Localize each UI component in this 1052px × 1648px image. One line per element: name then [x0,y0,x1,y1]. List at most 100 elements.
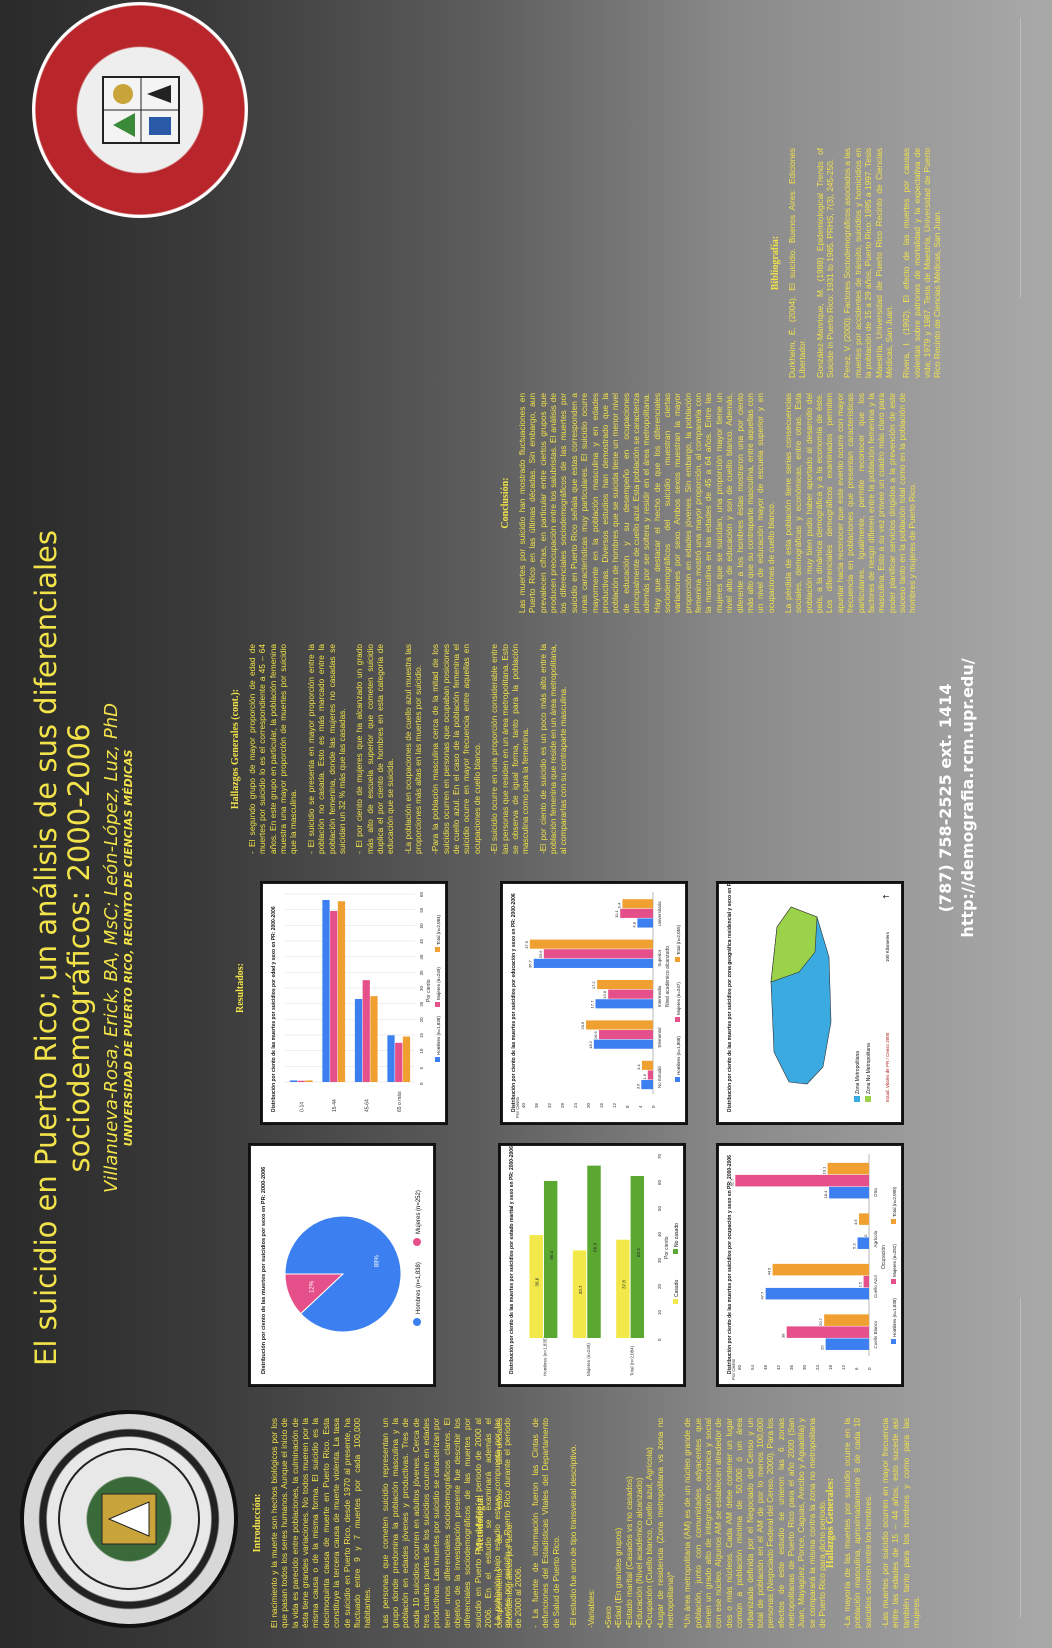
legend-swatch [865,1096,871,1102]
data-label: 38 [781,1333,786,1338]
title-block: El suicidio en Puerto Rico; un análisis … [29,348,135,1548]
tick-label: 30 [657,1257,662,1263]
data-label: 2.5 [858,1281,863,1287]
category-label: 15-44 [332,1099,338,1112]
axis-label: Por ciento [664,1236,670,1259]
chart-title: Distribución por ciento de las muertes p… [271,906,277,1112]
legend-label: Casado [674,1280,680,1297]
poster-title-line1: El suicidio en Puerto Rico; un análisis … [29,530,63,1366]
finding-item: -El suicidio ocurre en una proporción co… [489,644,531,854]
data-label: 36.7 [528,959,533,968]
category-label: Superior [657,949,662,967]
biblio-ref: González-Manrique, M. (1988) Epidemiolog… [814,148,836,378]
var-item: •Estado marital (Casados vs no casados) [623,1476,634,1628]
tick-label: 40 [419,954,424,960]
bar [289,1080,298,1082]
data-label: 16.6 [593,1031,598,1040]
finding-item: - El suicidio se presenta en mayor propo… [305,644,347,854]
bar [786,1326,869,1338]
bar [395,1042,403,1082]
category-label: Cuello Azul [873,1275,878,1298]
method-vars: •Sexo •Edad (En grandes grupos) •Estado … [603,1418,676,1628]
chart-marital-card: Distribución por ciento de las muertes p… [500,1145,684,1385]
biblio-ref: Rivera, I. (1992). El efecto de las muer… [901,148,943,378]
category-label: Otra [873,1188,878,1197]
legend-label: Hombres (n=1,838) [436,1016,441,1055]
map-scale: 100 Kilometers [885,931,890,962]
bar [387,1035,395,1082]
method-p4: -Variables: [585,1588,596,1628]
bar [337,901,346,1082]
biblio-ref: Durkheim, É. (2004). El suicidio. Buenos… [787,148,808,378]
method-p3: -El estudio fue uno de tipo transversal … [568,1444,579,1628]
legend-swatch [435,1057,440,1062]
data-label: 20.6 [580,1021,585,1030]
legend-swatch [673,1249,678,1254]
bar [825,1338,869,1350]
tick-label: 50 [657,1205,662,1211]
tick-label: 28 [560,1102,565,1108]
biblio-heading: Bibliografía: [770,235,781,291]
tick-label: 25 [419,1001,424,1007]
map-title: Distribución por ciento de las muertes p… [727,884,733,1112]
biblio-ref: Perez, V. (2000). Factores Sociodemográf… [842,148,894,378]
tick-label: 0 [867,1367,872,1370]
contact-phone: (787) 758-2525 ext. 1414 [936,683,955,913]
hallazgos-cont-heading: Hallazgos Generales (cont.): [230,688,241,810]
tick-label: 20 [657,1283,662,1289]
tick-label: 24 [815,1364,820,1370]
methodology-section: Metodología: -La población bajo estudio … [475,1418,834,1628]
tick-label: 0 [657,1338,662,1341]
method-p2: - La fuente de información fueron las Ci… [530,1418,561,1628]
data-label: 20.7 [818,1317,823,1326]
bar [586,1020,653,1030]
data-label: 60.4 [549,1250,554,1259]
var-item: •Educación (Nivel académico alcanzado) [633,1477,644,1628]
axis-label: Por ciento [426,979,432,1002]
chart-title: Distribución por ciento de las muertes p… [511,893,517,1112]
bar [322,899,330,1082]
data-label: 62.3 [636,1248,641,1257]
data-label: 37.9 [524,940,529,949]
hallazgos-p1: -La mayoría de las muertes por suicidio … [842,1418,873,1628]
chart-title: Distribución por ciento de las muertes p… [727,1155,733,1374]
category-label: Cuello Blanco [873,1320,878,1348]
finding-item: -Para la población masculina cerca de la… [430,644,482,854]
footer-rule-right [1020,18,1021,298]
data-label: 18.2 [588,1040,593,1049]
bar [529,939,654,949]
contact-block: (787) 758-2525 ext. 1414 http://demograf… [935,348,980,1248]
data-label: 19.1 [822,1166,827,1175]
egsp-logo [32,2,248,218]
tick-label: 24 [573,1102,578,1108]
tick-label: 5 [419,1066,424,1069]
tick-label: 6 [854,1367,859,1370]
authors: Villanueva-Rosa, Erick, BA, MsC; León-Ló… [100,703,122,1193]
finding-item: - El por ciento de mujeres que ha alcanz… [354,644,396,854]
data-label: 9.4 [616,902,621,908]
data-label: 4.6 [853,1219,858,1225]
intro-text: El nacimiento y la muerte son hechos bio… [269,1418,373,1628]
data-label: 20 [820,1345,825,1350]
bar [827,1162,870,1175]
data-label: 10.1 [614,909,619,918]
data-label: 18.4 [823,1190,828,1199]
data-label: 33.6 [538,950,543,959]
legend-label: No casado [674,1223,680,1247]
data-label: 5.3 [852,1243,857,1249]
bar [772,1263,869,1276]
data-label: 66.3 [593,1243,598,1252]
data-label: 39.6 [535,1277,540,1286]
data-label: 33.7 [578,1285,583,1294]
poster-title-line2: sociodemográficos: 2000-2006 [62,723,97,1173]
legend-swatch [891,1219,896,1224]
chart-title: Distribución por ciento de las muertes p… [509,1146,515,1374]
finding-item: -La población en ocupaciones de cuello a… [402,644,424,854]
tick-label: 54 [750,1364,755,1370]
tick-label: 10 [419,1048,424,1054]
tick-label: 40 [521,1102,526,1108]
category-label: Intermedia [657,985,662,1007]
bar [824,1314,869,1326]
legend-label: Hombres (n=1,808) [676,1036,681,1075]
